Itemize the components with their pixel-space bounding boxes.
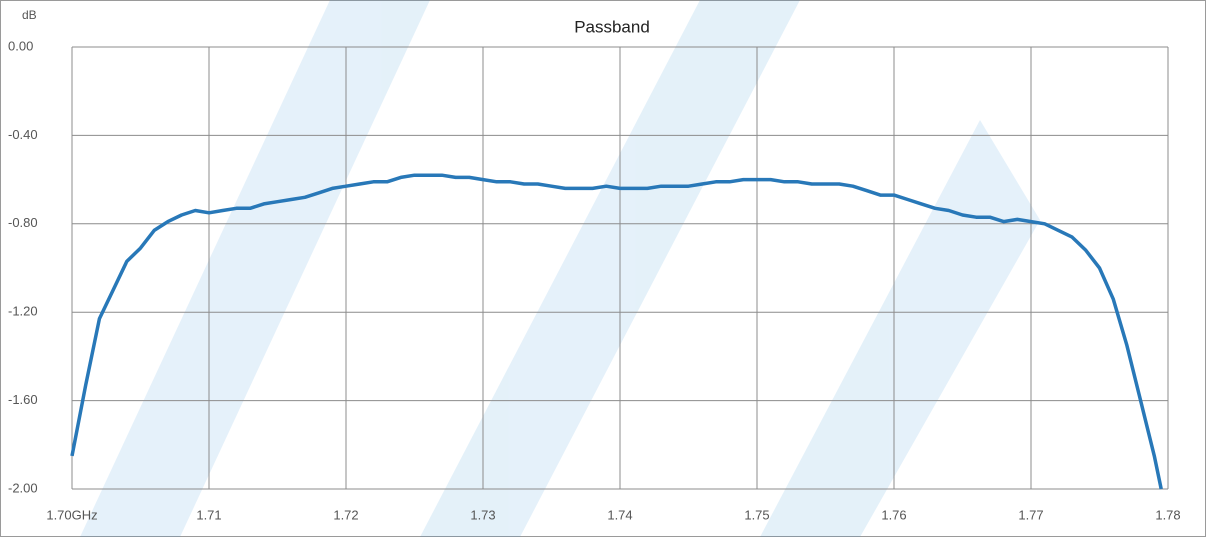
y-tick-label: -2.00 (8, 480, 38, 495)
x-tick-label: 1.75 (744, 507, 769, 522)
y-tick-label: 0.00 (8, 38, 33, 53)
x-tick-label: 1.70GHz (46, 507, 97, 522)
y-tick-label: -1.20 (8, 304, 38, 319)
y-tick-label: -0.40 (8, 127, 38, 142)
chart-title: Passband (574, 17, 650, 36)
x-tick-label: 1.72 (333, 507, 358, 522)
watermark-stripe (420, 0, 800, 537)
x-tick-label: 1.71 (196, 507, 221, 522)
y-axis-label: dB (22, 8, 37, 22)
x-tick-label: 1.76 (881, 507, 906, 522)
x-tick-label: 1.73 (470, 507, 495, 522)
x-tick-label: 1.78 (1155, 507, 1180, 522)
y-tick-label: -0.80 (8, 215, 38, 230)
x-tick-label: 1.77 (1018, 507, 1043, 522)
watermark-stripe (80, 0, 430, 537)
x-tick-label: 1.74 (607, 507, 632, 522)
y-tick-label: -1.60 (8, 392, 38, 407)
data-line (70, 173, 1163, 490)
